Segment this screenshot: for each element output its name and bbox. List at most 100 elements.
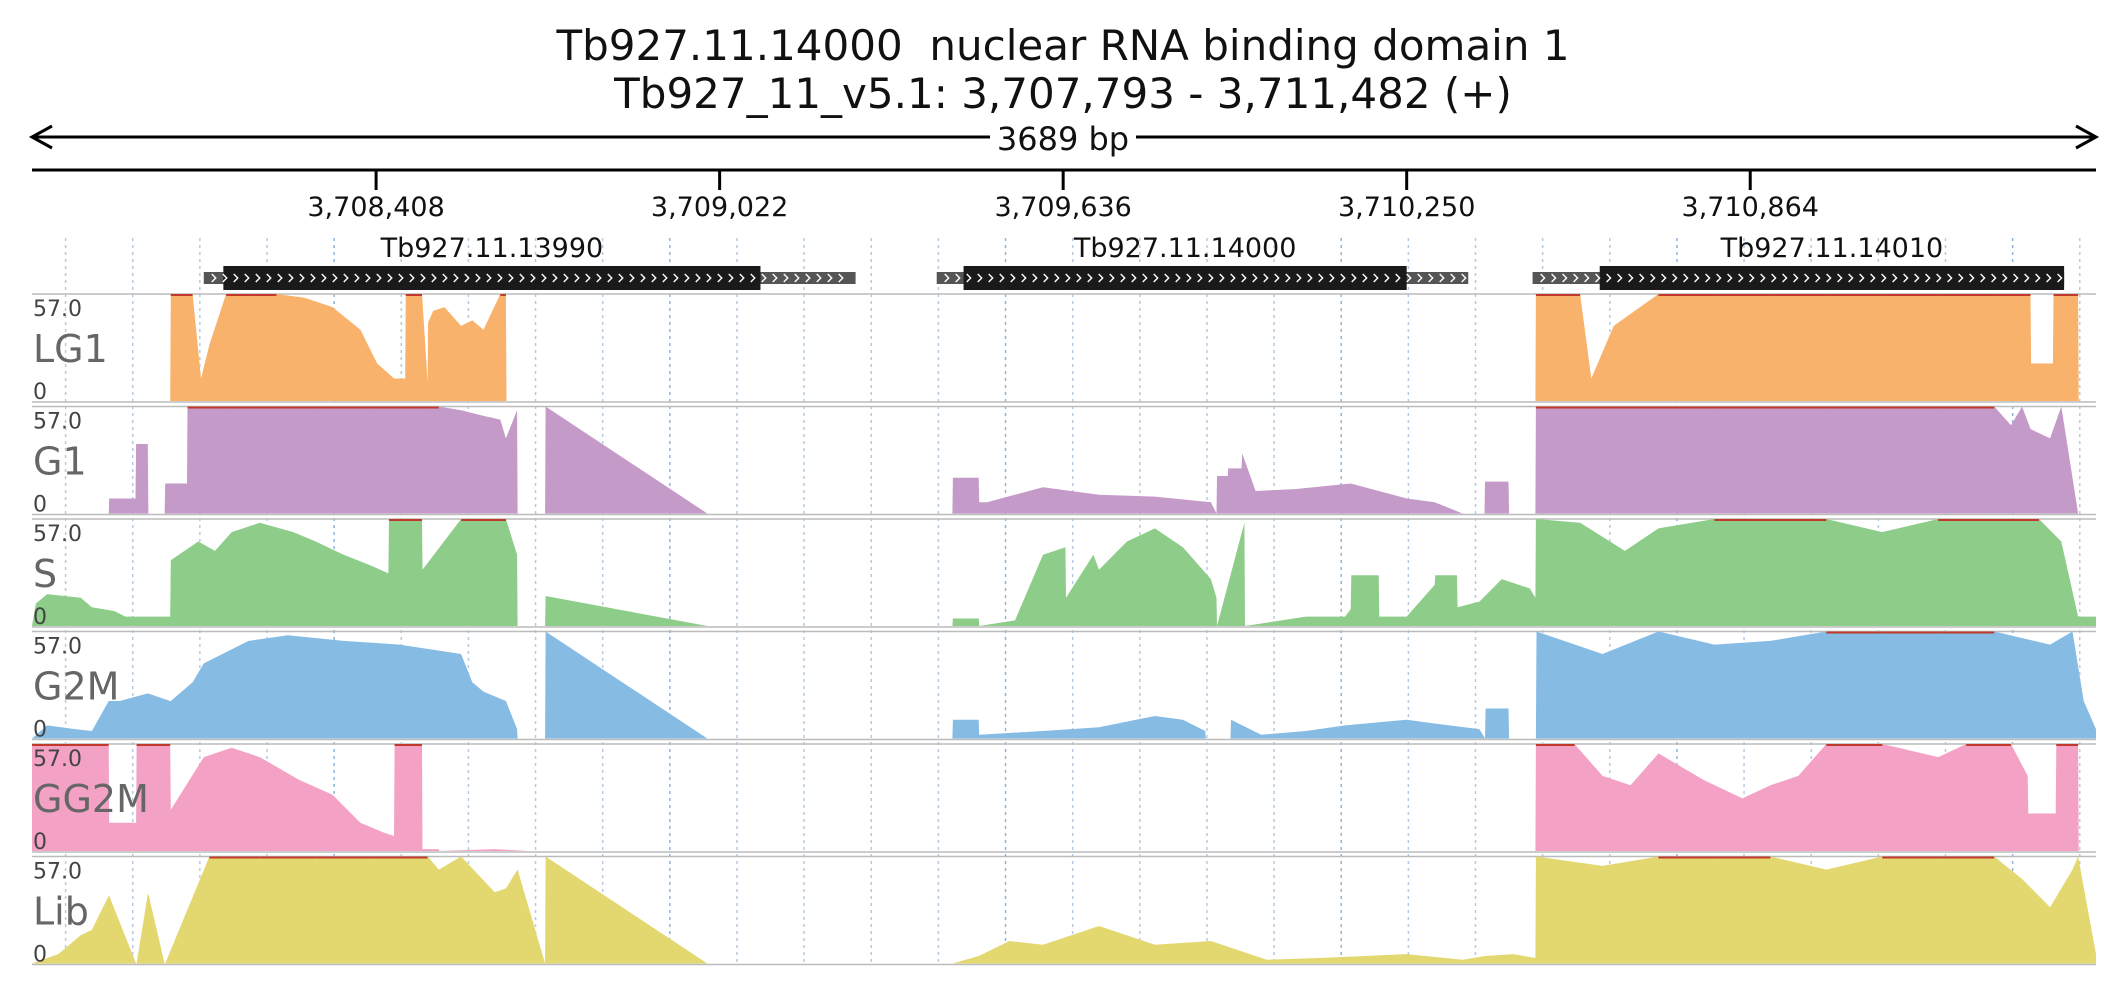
strand-chevron — [222, 273, 228, 283]
strand-chevron — [1826, 273, 1832, 283]
strand-chevron — [1606, 273, 1612, 283]
strand-chevron — [955, 273, 961, 283]
strand-chevron — [1584, 273, 1590, 283]
span-label: 3689 bp — [997, 120, 1129, 158]
gene-model[interactable]: Tb927.11.13990 — [203, 233, 856, 290]
strand-chevron — [1252, 273, 1258, 283]
strand-chevron — [343, 273, 349, 283]
strand-chevron — [1661, 273, 1667, 283]
tick-label: 3,708,408 — [307, 192, 444, 223]
strand-chevron — [1573, 273, 1579, 283]
strand-chevron — [277, 273, 283, 283]
track-ymin-label: 0 — [33, 493, 47, 518]
gene-model[interactable]: Tb927.11.14000 — [936, 233, 1469, 290]
strand-chevron — [2013, 273, 2019, 283]
strand-chevron — [409, 273, 415, 283]
strand-chevron — [2046, 273, 2052, 283]
strand-chevron — [442, 273, 448, 283]
gene-cds — [223, 266, 761, 290]
strand-chevron — [266, 273, 272, 283]
strand-chevron — [717, 273, 723, 283]
strand-chevron — [1219, 273, 1225, 283]
strand-chevron — [1076, 273, 1082, 283]
strand-chevron — [607, 273, 613, 283]
strand-chevron — [1186, 273, 1192, 283]
track-name: S — [33, 552, 57, 596]
strand-chevron — [1461, 273, 1467, 283]
strand-chevron — [783, 273, 789, 283]
strand-chevron — [1318, 273, 1324, 283]
strand-chevron — [706, 273, 712, 283]
strand-chevron — [1043, 273, 1049, 283]
strand-chevron — [519, 273, 525, 283]
strand-chevron — [1285, 273, 1291, 283]
strand-chevron — [761, 273, 767, 283]
strand-chevron — [552, 273, 558, 283]
track-ymax-label: 57.0 — [33, 522, 82, 547]
strand-chevron — [1760, 273, 1766, 283]
coverage-area — [32, 856, 2096, 964]
strand-chevron — [1329, 273, 1335, 283]
strand-chevron — [398, 273, 404, 283]
strand-chevron — [1065, 273, 1071, 283]
strand-chevron — [1142, 273, 1148, 283]
tick-label: 3,710,250 — [1338, 192, 1475, 223]
strand-chevron — [1340, 273, 1346, 283]
strand-chevron — [695, 273, 701, 283]
strand-chevron — [629, 273, 635, 283]
strand-chevron — [1958, 273, 1964, 283]
strand-chevron — [1562, 273, 1568, 283]
strand-chevron — [299, 273, 305, 283]
strand-chevron — [977, 273, 983, 283]
strand-chevron — [1870, 273, 1876, 283]
coverage-area — [32, 744, 2096, 851]
strand-chevron — [1230, 273, 1236, 283]
strand-chevron — [211, 273, 217, 283]
strand-chevron — [816, 273, 822, 283]
strand-chevron — [1373, 273, 1379, 283]
track-ymax-label: 57.0 — [33, 860, 82, 885]
strand-chevron — [1450, 273, 1456, 283]
strand-chevron — [1848, 273, 1854, 283]
strand-chevron — [728, 273, 734, 283]
strand-chevron — [805, 273, 811, 283]
gene-model[interactable]: Tb927.11.14010 — [1532, 233, 2065, 290]
strand-chevron — [988, 273, 994, 283]
gene-label: Tb927.11.14000 — [1073, 233, 1297, 264]
strand-chevron — [497, 273, 503, 283]
strand-chevron — [420, 273, 426, 283]
strand-chevron — [1859, 273, 1865, 283]
track-layer: 57.00LG157.00G157.00S57.00G2M57.00GG2M57… — [32, 293, 2096, 968]
track-ymax-label: 57.0 — [33, 410, 82, 435]
strand-chevron — [1991, 273, 1997, 283]
ruler-layer: 3689 bp — [28, 118, 2100, 172]
strand-chevron — [541, 273, 547, 283]
strand-chevron — [838, 273, 844, 283]
span-label-bg — [990, 118, 1136, 156]
strand-chevron — [999, 273, 1005, 283]
coverage-area — [32, 519, 2096, 626]
span-arrow-left-head — [28, 124, 53, 150]
strand-chevron — [966, 273, 972, 283]
strand-chevron — [1351, 273, 1357, 283]
track-ymax-label: 57.0 — [33, 635, 82, 660]
track-name: Lib — [33, 890, 89, 934]
strand-chevron — [1551, 273, 1557, 283]
strand-chevron — [354, 273, 360, 283]
track-lg1: 57.0 0 LG1 — [32, 293, 2096, 405]
strand-chevron — [1263, 273, 1269, 283]
strand-chevron — [288, 273, 294, 283]
strand-chevron — [1639, 273, 1645, 283]
track-ymin-label: 0 — [33, 718, 47, 743]
strand-chevron — [1782, 273, 1788, 283]
strand-chevron — [739, 273, 745, 283]
track-name: G2M — [33, 665, 119, 709]
coverage-area — [32, 294, 2096, 401]
track-name: GG2M — [33, 777, 149, 821]
strand-chevron — [508, 273, 514, 283]
gene-layer: Tb927.11.13990 Tb927.11.14000 Tb927.11.140… — [203, 233, 2065, 290]
strand-chevron — [662, 273, 668, 283]
strand-chevron — [1771, 273, 1777, 283]
strand-chevron — [376, 273, 382, 283]
